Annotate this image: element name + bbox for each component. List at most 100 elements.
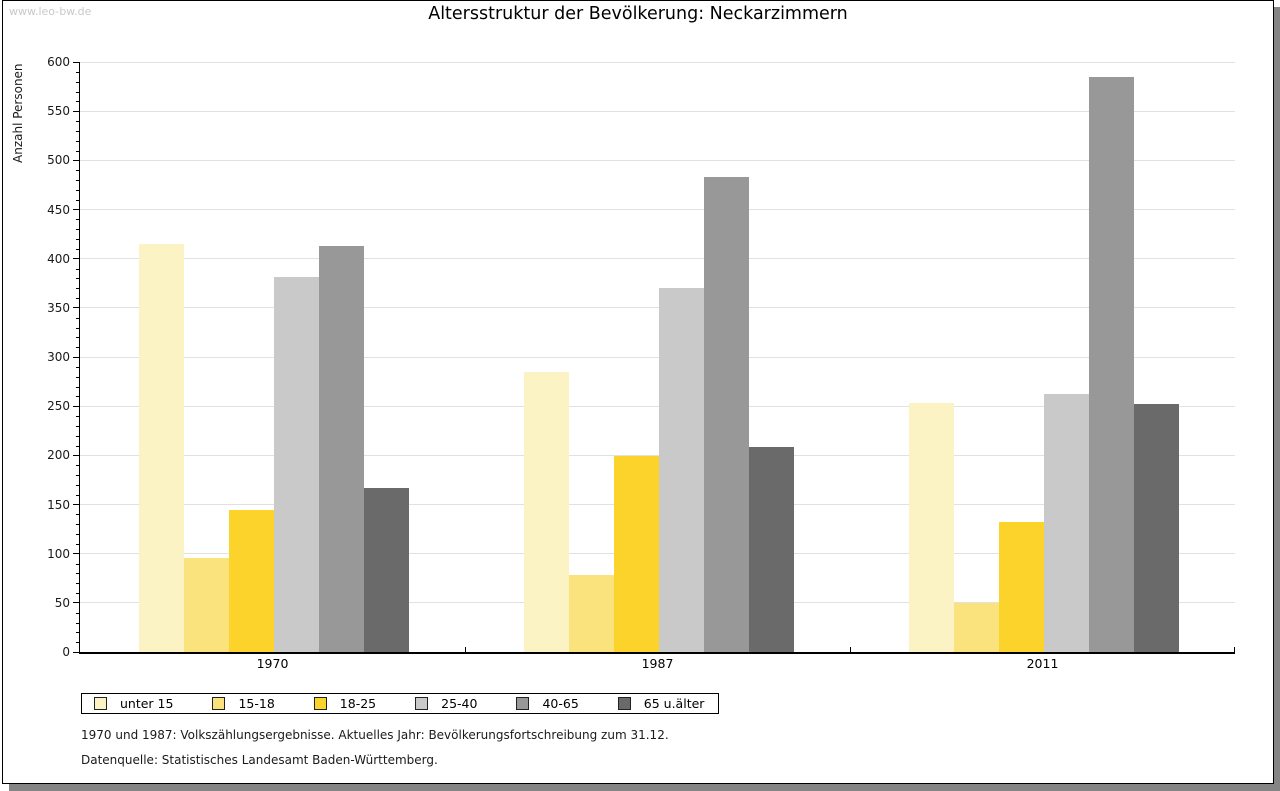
bar-15-18-2011 — [954, 602, 999, 652]
legend-label: 15-18 — [238, 696, 275, 711]
y-major-tick — [73, 553, 79, 555]
watermark: www.leo-bw.de — [9, 5, 92, 18]
y-tick-label: 550 — [47, 104, 70, 119]
y-minor-tick — [76, 376, 79, 378]
y-minor-tick — [76, 180, 79, 181]
bar-65-u-lter-2011 — [1134, 404, 1179, 652]
y-minor-tick — [76, 573, 79, 575]
y-minor-tick — [76, 347, 79, 349]
y-minor-tick — [76, 622, 79, 624]
y-axis-label: Anzahl Personen — [11, 63, 25, 163]
bar-unter-15-1987 — [524, 371, 569, 652]
y-minor-tick — [76, 101, 79, 103]
category-label: 2011 — [1026, 656, 1059, 671]
y-tick-label: 250 — [47, 399, 70, 414]
y-major-tick — [73, 159, 79, 161]
y-minor-tick — [76, 494, 79, 496]
grid-line — [80, 209, 1235, 210]
y-minor-tick — [76, 268, 79, 270]
grid-line — [80, 454, 1235, 456]
grid-line — [80, 405, 1235, 407]
plot-area: 0 50 100 150 200 250 300 350 400 450 500 550 600 1970… — [47, 55, 1235, 671]
x-axis-tick — [465, 647, 466, 652]
y-minor-tick — [76, 524, 79, 526]
legend-label: 40-65 — [542, 696, 579, 711]
y-minor-tick — [76, 71, 79, 73]
y-minor-tick — [76, 465, 79, 467]
x-axis-tick — [1234, 647, 1235, 652]
grid-line — [80, 307, 1235, 309]
y-minor-tick — [76, 543, 79, 545]
y-major-tick — [73, 651, 79, 653]
y-minor-tick — [76, 484, 79, 486]
y-tick-label: 400 — [47, 251, 70, 266]
y-minor-tick — [76, 239, 79, 240]
y-minor-tick — [76, 642, 79, 644]
legend-swatch-icon — [94, 697, 107, 710]
y-minor-tick — [76, 248, 79, 250]
legend-item: 25-40 — [415, 696, 477, 711]
bar-40-65-1970 — [319, 245, 364, 652]
y-minor-tick — [76, 593, 79, 594]
y-minor-tick — [76, 288, 79, 290]
chart-title: Altersstruktur der Bevölkerung: Neckarzi… — [428, 4, 848, 24]
y-minor-tick — [76, 130, 79, 132]
x-axis-tick — [850, 647, 851, 652]
y-minor-tick — [76, 514, 79, 516]
legend-item: unter 15 — [94, 696, 173, 711]
y-major-tick — [73, 356, 79, 358]
y-minor-tick — [76, 150, 79, 152]
y-tick-label: 50 — [54, 595, 70, 610]
y-minor-tick — [76, 91, 79, 93]
y-minor-tick — [76, 416, 79, 417]
category-label: 1970 — [256, 656, 289, 671]
y-tick-label: 600 — [47, 55, 70, 69]
footnote-source: Datenquelle: Statistisches Landesamt Bad… — [81, 753, 438, 767]
legend-swatch-icon — [212, 697, 226, 710]
y-tick-label: 100 — [47, 546, 70, 561]
y-tick-label: 0 — [62, 645, 70, 659]
legend-swatch-icon — [313, 697, 327, 710]
y-minor-tick — [76, 199, 79, 201]
legend-label: 18-25 — [339, 696, 377, 711]
bar-65-u-lter-1970 — [364, 487, 409, 652]
legend-label: 65 u.älter — [643, 696, 705, 711]
y-major-tick — [73, 405, 79, 407]
grid-line — [80, 159, 1235, 161]
bar-unter-15-2011 — [909, 403, 954, 652]
bar-15-18-1970 — [184, 557, 229, 652]
y-minor-tick — [76, 563, 79, 565]
bar-15-18-1987 — [569, 575, 614, 652]
grid-line — [80, 356, 1235, 358]
bar-25-40-2011 — [1044, 394, 1089, 652]
y-minor-tick — [76, 298, 79, 299]
y-major-tick — [73, 61, 79, 63]
y-minor-tick — [76, 583, 79, 585]
y-tick-label: 500 — [47, 153, 70, 168]
y-minor-tick — [76, 386, 79, 388]
bar-18-25-1987 — [614, 456, 659, 652]
y-minor-tick — [76, 317, 79, 319]
y-minor-tick — [76, 81, 79, 83]
bar-18-25-2011 — [999, 522, 1044, 652]
y-tick-label: 350 — [47, 300, 70, 315]
y-major-tick — [73, 602, 79, 604]
y-tick-label: 150 — [47, 497, 70, 512]
y-tick-label: 300 — [47, 350, 70, 364]
y-minor-tick — [76, 366, 79, 368]
category-label: 1987 — [641, 656, 674, 671]
y-minor-tick — [76, 337, 79, 339]
legend-item: 15-18 — [212, 696, 275, 711]
y-major-tick — [73, 504, 79, 505]
y-minor-tick — [76, 229, 79, 231]
legend-label: 25-40 — [441, 696, 478, 711]
legend-item: 40-65 — [516, 696, 579, 711]
y-minor-tick — [76, 121, 79, 122]
legend-swatch-icon — [516, 697, 530, 710]
bar-65-u-lter-1987 — [749, 447, 794, 652]
y-minor-tick — [76, 425, 79, 427]
y-minor-tick — [76, 396, 79, 398]
y-minor-tick — [76, 534, 79, 535]
bar-unter-15-1970 — [139, 243, 184, 652]
